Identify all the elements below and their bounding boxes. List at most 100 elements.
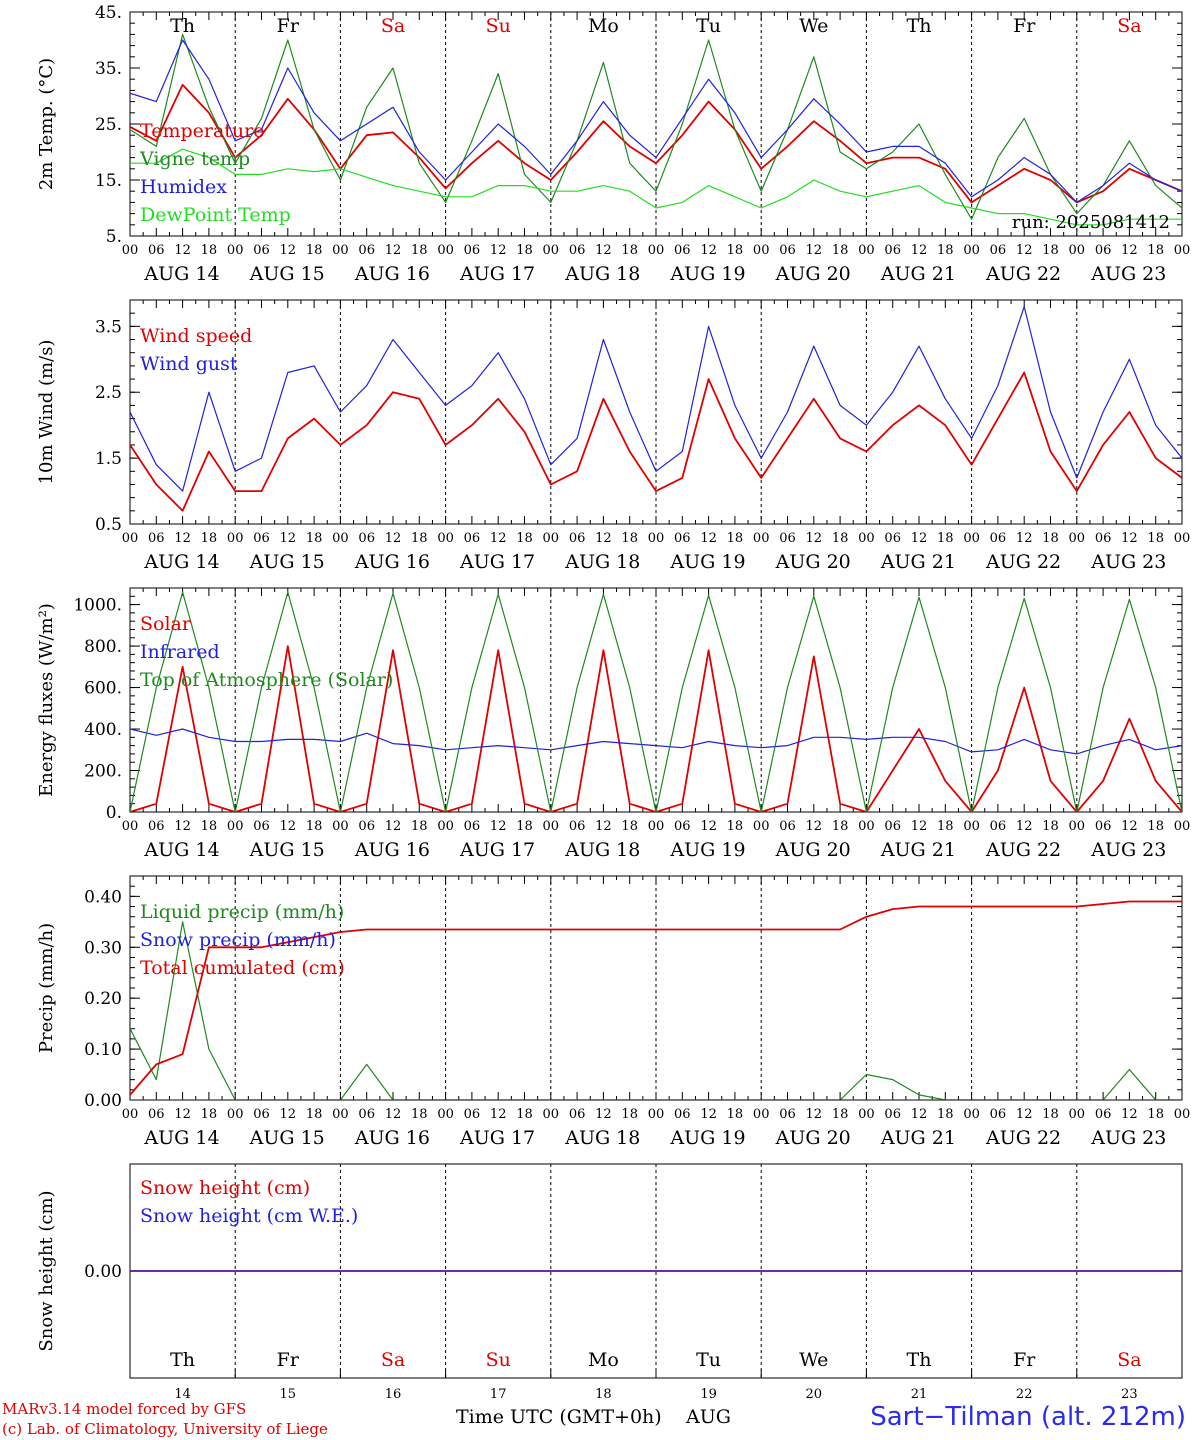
date-label: AUG 23 [1090, 551, 1166, 573]
day-label: Sa [1117, 1349, 1141, 1371]
hour-tick-label: 18 [411, 819, 428, 834]
date-label: AUG 21 [880, 551, 956, 573]
hour-tick-label: 00 [1174, 1107, 1191, 1122]
hour-tick-label: 12 [1121, 531, 1138, 546]
hour-tick-label: 06 [990, 531, 1007, 546]
panel-1: 5. 15. 25. 35. 45. 2m Temp. (°C) Temperature Vi… [36, 3, 1190, 285]
hour-tick-label: 18 [201, 819, 218, 834]
hour-tick-label: 00 [332, 243, 349, 258]
hour-tick-label: 06 [569, 243, 586, 258]
hour-tick-label: 12 [490, 1107, 507, 1122]
date-label: AUG 23 [1090, 839, 1166, 861]
series-layer [130, 591, 1182, 812]
hour-tick-label: 18 [1147, 819, 1164, 834]
panel-2: 0.5 1.5 2.5 3.5 10m Wind (m/s) Wind speed Wind… [36, 299, 1190, 573]
day-label: Th [907, 15, 932, 37]
hour-tick-label: 18 [1042, 1107, 1059, 1122]
hour-tick-label: 12 [1016, 243, 1033, 258]
hour-tick-label: 00 [1069, 819, 1086, 834]
hour-tick-label: 06 [884, 243, 901, 258]
hour-tick-label: 18 [727, 243, 744, 258]
day-number-label: 21 [911, 1387, 928, 1402]
hour-tick-label: 00 [753, 243, 770, 258]
day-number-label: 22 [1016, 1387, 1033, 1402]
hour-tick-label: 18 [727, 819, 744, 834]
legend-entry: Solar [140, 613, 192, 635]
y-tick-label: 35. [95, 59, 122, 79]
day-label: Fr [277, 15, 300, 37]
hour-tick-label: 06 [358, 243, 375, 258]
hour-tick-label: 00 [227, 1107, 244, 1122]
date-label: AUG 14 [143, 1127, 219, 1149]
hour-tick-label: 18 [1147, 243, 1164, 258]
legend-entry: Total cumulated (cm) [140, 957, 345, 979]
y-tick-label: 0. [106, 803, 122, 823]
hour-tick-label: 12 [1016, 819, 1033, 834]
series-line-temperature [130, 83, 1182, 204]
hour-tick-label: 12 [280, 243, 297, 258]
y-axis-label: 10m Wind (m/s) [36, 340, 57, 485]
hour-tick-label: 12 [1016, 1107, 1033, 1122]
date-label: AUG 22 [985, 263, 1061, 285]
y-tick-label: 1000. [73, 596, 122, 616]
series-line-vigne-temp [130, 33, 1182, 220]
hour-tick-label: 00 [963, 531, 980, 546]
hour-tick-label: 00 [648, 531, 665, 546]
day-number-label: 19 [700, 1387, 717, 1402]
hour-tick-label: 18 [1147, 531, 1164, 546]
hour-tick-label: 00 [437, 1107, 454, 1122]
date-label: AUG 20 [775, 551, 851, 573]
y-axis-label: Snow height (cm) [36, 1190, 57, 1351]
date-label: AUG 20 [775, 1127, 851, 1149]
day-label: Mo [588, 15, 619, 37]
legend-entry: Liquid precip (mm/h) [140, 901, 344, 923]
series-layer [130, 900, 1182, 1100]
hour-tick-label: 18 [1042, 819, 1059, 834]
hour-tick-label: 18 [306, 819, 323, 834]
hour-tick-label: 06 [674, 243, 691, 258]
legend-entry: Wind gust [140, 353, 238, 375]
hour-tick-label: 18 [516, 1107, 533, 1122]
hour-tick-label: 00 [858, 1107, 875, 1122]
hour-tick-label: 06 [779, 243, 796, 258]
legend-entry: Vigne temp [139, 148, 250, 170]
date-label: AUG 16 [354, 263, 430, 285]
hour-tick-label: 12 [174, 243, 191, 258]
date-label: AUG 17 [459, 551, 535, 573]
hour-tick-label: 06 [1095, 531, 1112, 546]
model-credit: MARv3.14 model forced by GFS [2, 1400, 247, 1418]
date-label: AUG 19 [669, 263, 745, 285]
hour-tick-label: 06 [674, 1107, 691, 1122]
hour-tick-label: 12 [700, 819, 717, 834]
date-label: AUG 22 [985, 551, 1061, 573]
hour-tick-label: 06 [1095, 819, 1112, 834]
day-label: We [799, 15, 828, 37]
hour-tick-label: 12 [280, 819, 297, 834]
hour-tick-label: 00 [963, 819, 980, 834]
series-line-wind-gust [130, 306, 1182, 492]
hour-tick-label: 00 [332, 1107, 349, 1122]
hour-tick-label: 00 [753, 819, 770, 834]
hour-tick-label: 18 [516, 819, 533, 834]
hour-tick-label: 00 [858, 531, 875, 546]
hour-tick-label: 06 [569, 1107, 586, 1122]
day-label: Sa [381, 1349, 405, 1371]
series-line-infrared [130, 728, 1182, 755]
hour-tick-label: 00 [858, 243, 875, 258]
y-tick-label: 3.5 [95, 317, 122, 337]
hour-tick-label: 06 [464, 819, 481, 834]
legend-entry: Humidex [140, 176, 227, 198]
hour-tick-label: 00 [1174, 243, 1191, 258]
hour-tick-label: 00 [122, 819, 139, 834]
hour-tick-label: 12 [385, 819, 402, 834]
hour-tick-label: 12 [595, 1107, 612, 1122]
y-tick-label: 2.5 [95, 383, 122, 403]
hour-tick-label: 18 [411, 531, 428, 546]
hour-tick-label: 06 [148, 1107, 165, 1122]
date-label: AUG 14 [143, 839, 219, 861]
series-line-wind-speed [130, 371, 1182, 512]
date-label: AUG 16 [354, 839, 430, 861]
hour-tick-label: 06 [990, 243, 1007, 258]
hour-tick-label: 06 [148, 243, 165, 258]
hour-tick-label: 18 [306, 243, 323, 258]
